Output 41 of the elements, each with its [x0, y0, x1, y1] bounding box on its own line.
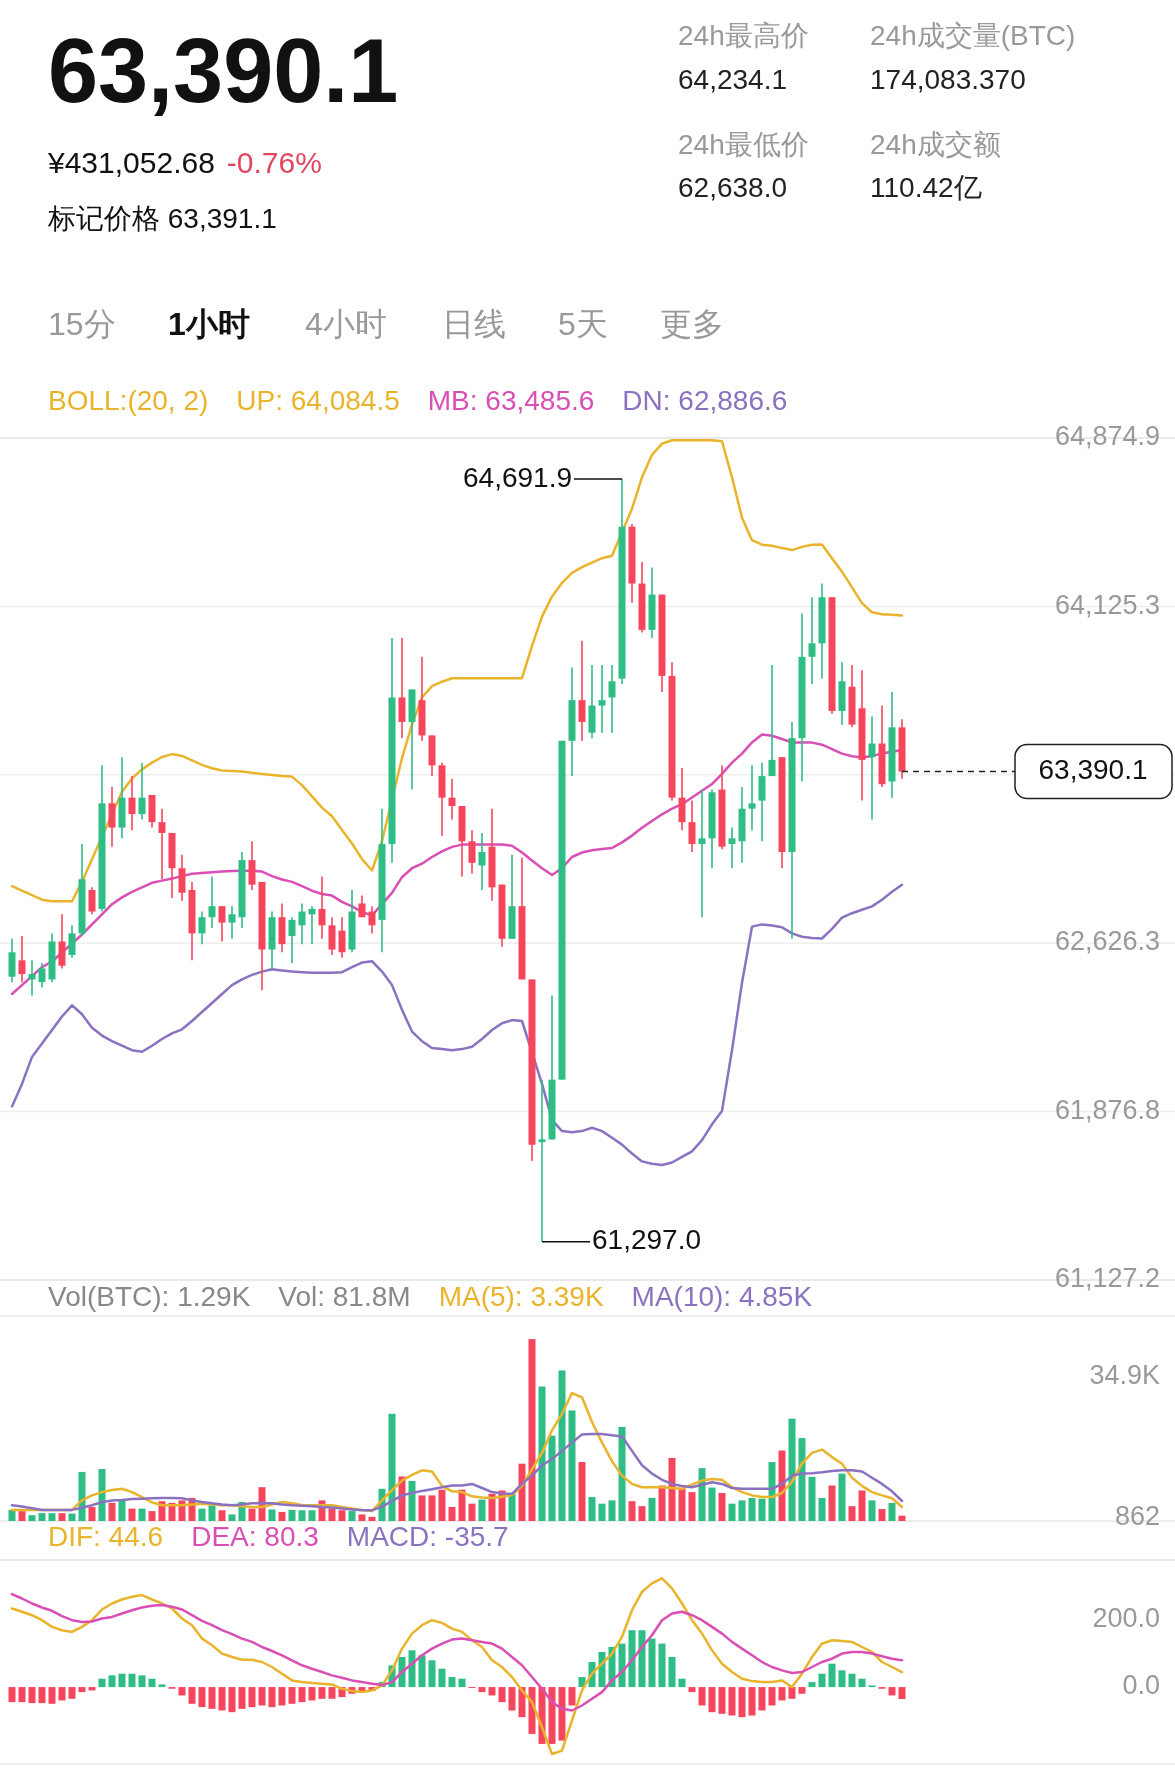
- y-tick-label: 862: [1114, 1500, 1160, 1531]
- text: 62,638.0: [678, 172, 787, 204]
- text: 更多: [660, 306, 724, 343]
- text: 标记价格 63,391.1: [47, 203, 277, 235]
- text: ¥431,052.68: [47, 145, 215, 179]
- text: 24h最低价: [678, 129, 809, 161]
- text: MA(5): 3.39K: [438, 1281, 604, 1313]
- text: Vol: 81.8M: [278, 1281, 411, 1313]
- y-tick-label: 200.0: [1092, 1603, 1160, 1634]
- y-tick-label: 64,125.3: [1054, 589, 1160, 620]
- y-tick-label: 34.9K: [1089, 1360, 1160, 1391]
- y-tick-label: 61,127.2: [1054, 1263, 1160, 1294]
- y-tick-label: 64,874.9: [1054, 421, 1160, 452]
- text: 63,390.1: [48, 20, 399, 121]
- text: 24h成交额: [870, 129, 1001, 161]
- y-tick-label: 0.0: [1122, 1670, 1160, 1701]
- text: 15分: [48, 306, 116, 343]
- text: 24h最高价: [678, 20, 809, 52]
- text: MB: 63,485.6: [427, 385, 595, 417]
- series-label: DIF: 44.6: [48, 1521, 164, 1553]
- text: 4小时: [305, 306, 387, 343]
- text: 24h成交量(BTC): [870, 20, 1076, 52]
- text: -0.76%: [226, 145, 322, 179]
- text: DN: 62,886.6: [622, 385, 788, 417]
- text: MACD: -35.7: [346, 1521, 509, 1553]
- text: 174,083.370: [870, 64, 1026, 96]
- annotation: 64,691.9: [463, 461, 572, 493]
- text: Vol(BTC): 1.29K: [48, 1281, 251, 1313]
- text: 5天: [558, 306, 608, 343]
- text: MA(10): 4.85K: [631, 1281, 813, 1313]
- y-tick-label: 61,876.8: [1054, 1094, 1160, 1125]
- ref-line-label: 63,390.1: [1038, 753, 1148, 785]
- text: 日线: [442, 306, 506, 343]
- text: 110.42亿: [870, 172, 982, 204]
- text: 1小时: [168, 306, 250, 343]
- chart-title: BOLL:(20, 2): [48, 385, 209, 417]
- y-tick-label: 62,626.3: [1054, 926, 1160, 957]
- text: UP: 64,084.5: [236, 385, 400, 417]
- text: DEA: 80.3: [191, 1521, 319, 1553]
- text: 64,234.1: [678, 64, 787, 96]
- annotation: 61,297.0: [592, 1224, 701, 1256]
